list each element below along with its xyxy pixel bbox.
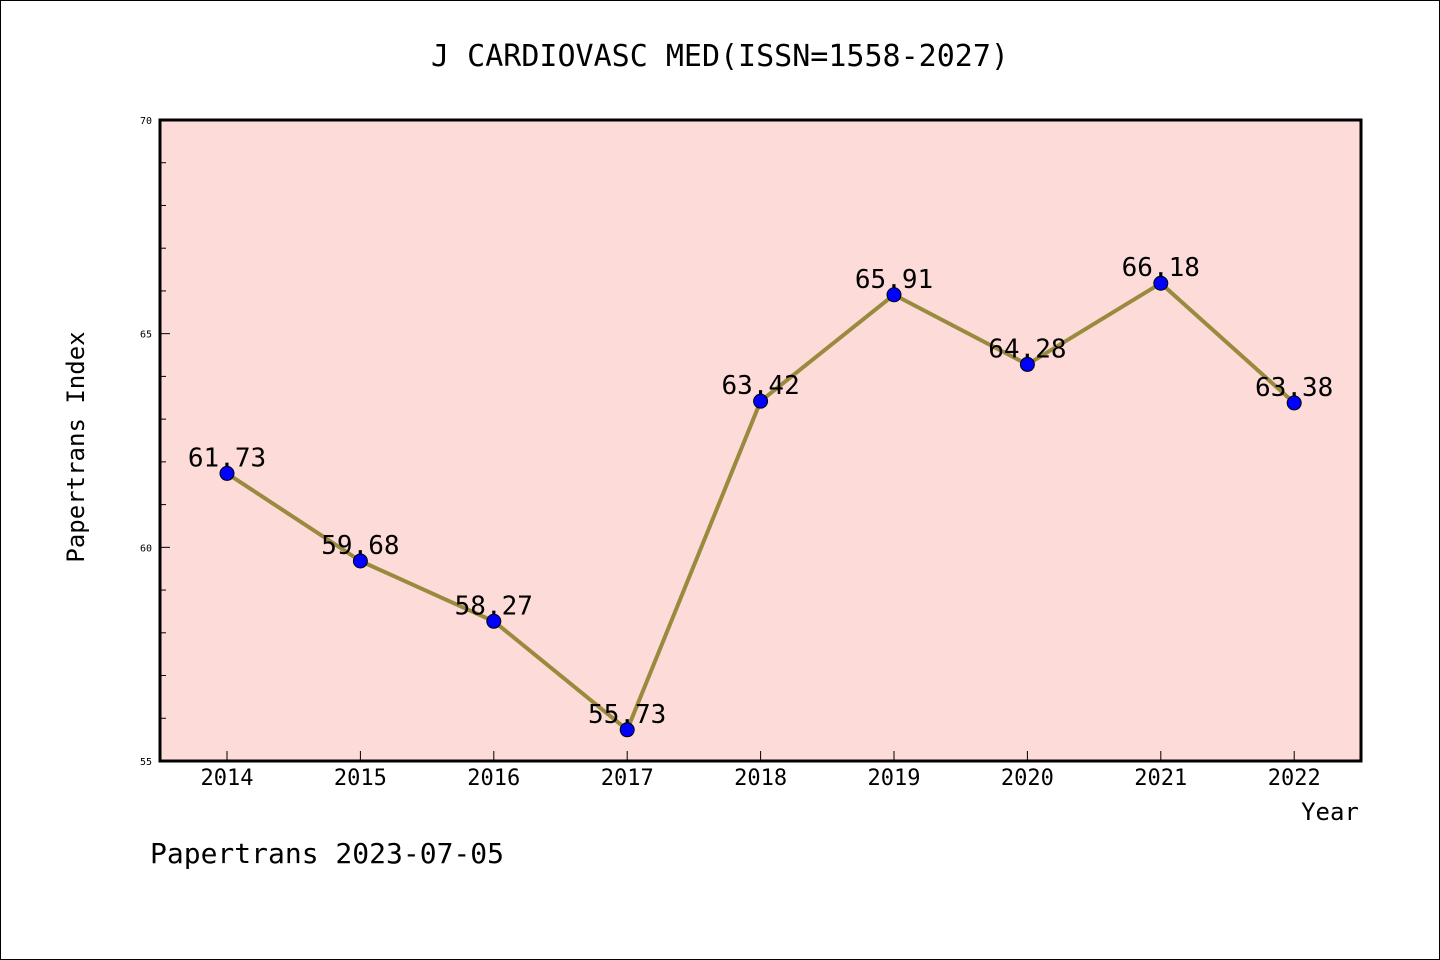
y-tick-label: 70 (140, 116, 152, 127)
data-point (886, 287, 902, 303)
x-tick-label: 2022 (1268, 766, 1321, 791)
x-tick-label: 2014 (201, 766, 254, 791)
data-label: 63.38 (1255, 373, 1333, 403)
data-point (1286, 395, 1302, 411)
data-point (219, 465, 235, 481)
data-point (352, 553, 368, 569)
data-label: 55.73 (588, 700, 666, 730)
data-point (1153, 275, 1169, 291)
data-point (753, 393, 769, 409)
plot-area (160, 120, 1361, 761)
data-label: 61.73 (188, 443, 266, 473)
data-label: 66.18 (1122, 253, 1200, 283)
y-tick-label: 65 (140, 330, 152, 341)
x-tick-label: 2017 (601, 766, 654, 791)
chart-title: J CARDIOVASC MED(ISSN=1558-2027) (431, 39, 1009, 74)
y-axis-title: Papertrans Index (62, 331, 90, 562)
data-label: 64.28 (988, 334, 1066, 364)
x-tick-label: 2016 (467, 766, 520, 791)
data-label: 63.42 (721, 371, 799, 401)
data-label: 59.68 (321, 531, 399, 561)
footer-text: Papertrans 2023-07-05 (150, 837, 504, 870)
data-point (1019, 356, 1035, 372)
x-tick-label: 2021 (1134, 766, 1187, 791)
plot-border (158, 118, 1363, 763)
x-tick-label: 2015 (334, 766, 387, 791)
x-axis-title: Year (1301, 798, 1359, 826)
x-tick-label: 2018 (734, 766, 787, 791)
data-label: 58.27 (455, 591, 533, 621)
y-tick-label: 55 (140, 757, 152, 768)
data-point (486, 613, 502, 629)
data-label: 65.91 (855, 265, 933, 295)
x-tick-label: 2020 (1001, 766, 1054, 791)
y-tick-label: 60 (140, 543, 152, 554)
data-point (619, 722, 635, 738)
x-tick-label: 2019 (868, 766, 921, 791)
